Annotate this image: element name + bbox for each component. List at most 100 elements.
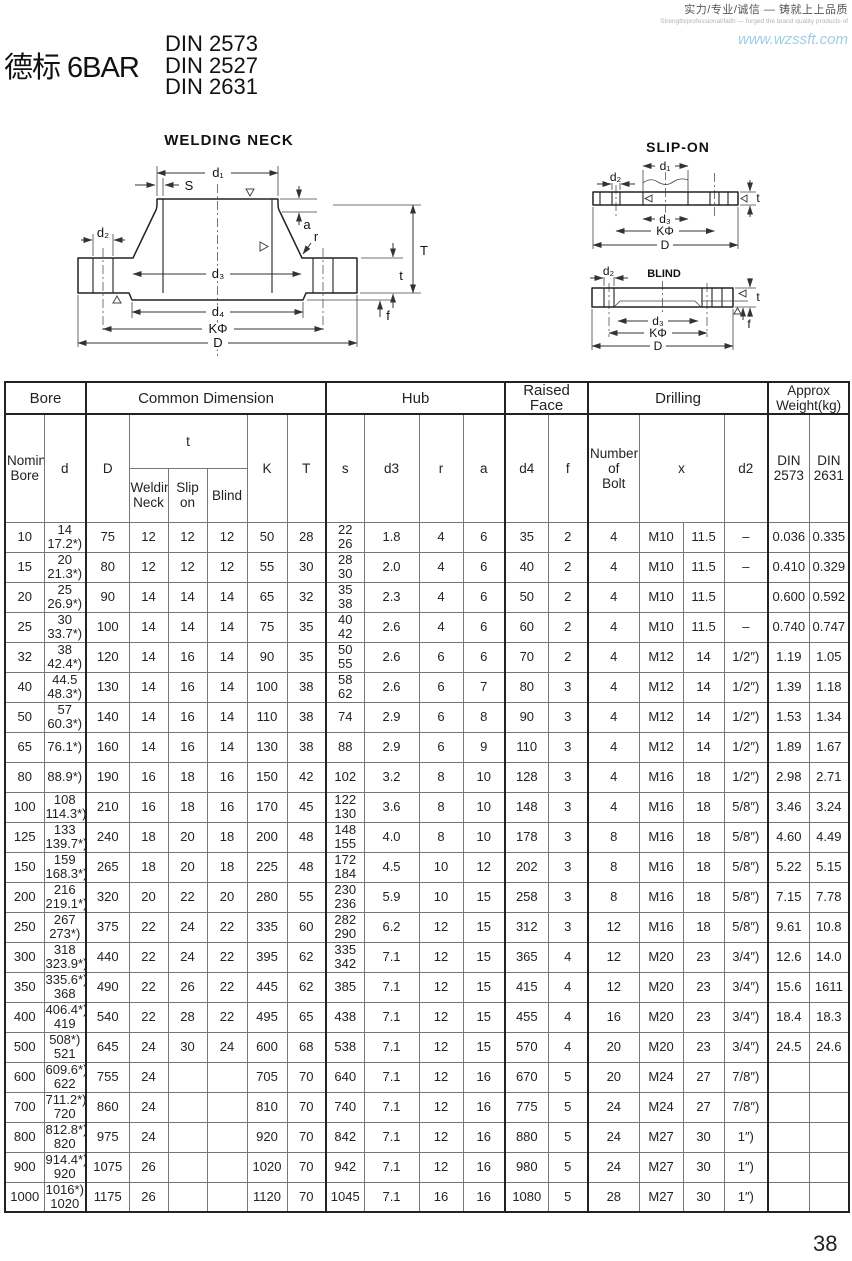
table-cell: 8 [587, 851, 640, 883]
table-cell [206, 1091, 248, 1123]
col-t-blind: Blind [206, 467, 248, 523]
table-cell: 6 [462, 581, 506, 613]
group-raised-face: Raised Face [504, 381, 589, 415]
spec-table: Bore Common Dimension Hub Raised Face Dr… [4, 381, 851, 1213]
table-cell: 16 [128, 791, 169, 823]
table-cell: 120 [85, 641, 130, 673]
table-cell: 18.3 [808, 1001, 850, 1033]
table-cell: 16 [128, 761, 169, 793]
table-cell: M10 [638, 551, 684, 583]
table-cell: 30 [682, 1121, 725, 1153]
slogan-cn: 实力/专业/诚信 — 铸就上上品质 [684, 4, 848, 16]
table-cell: M16 [638, 761, 684, 793]
table-cell: 14 17.2*) [43, 521, 87, 553]
table-cell: 130 [246, 731, 288, 763]
group-common-dimension: Common Dimension [84, 381, 327, 415]
table-cell: 4.5 [363, 851, 420, 883]
table-cell: 4 [587, 791, 640, 823]
table-cell: 70 [286, 1061, 327, 1093]
col-K: K [246, 413, 288, 523]
table-cell: 12 [206, 521, 248, 553]
table-cell: 20 [587, 1061, 640, 1093]
table-cell: 1016*) 1020 [43, 1181, 87, 1213]
table-cell: 0.747 [808, 611, 850, 643]
table-cell: 70 [504, 641, 549, 673]
table-cell: 7 [462, 671, 506, 703]
table-cell: 490 [85, 971, 130, 1003]
table-cell: 148 [504, 791, 549, 823]
table-cell: 8 [418, 761, 464, 793]
wn-d2-label: d₂ [97, 225, 109, 240]
table-cell: 14 [206, 641, 248, 673]
table-cell: 23 [682, 1031, 725, 1063]
table-cell [767, 1151, 810, 1183]
table-cell: 2 [547, 521, 589, 553]
table-cell: M27 [638, 1181, 684, 1213]
table-cell: 88.9*) [43, 761, 87, 793]
table-cell: 40 [4, 671, 45, 703]
table-cell: 22 [167, 881, 208, 913]
table-cell: – [723, 551, 769, 583]
group-header-row: Bore Common Dimension Hub Raised Face Dr… [4, 381, 850, 415]
table-cell: 810 [246, 1091, 288, 1123]
table-cell: 16 [462, 1151, 506, 1183]
table-cell: 22 [128, 941, 169, 973]
table-cell: M16 [638, 791, 684, 823]
table-cell: 148 155 [325, 821, 365, 853]
table-cell: M24 [638, 1061, 684, 1093]
table-cell [167, 1061, 208, 1093]
table-cell: 14 [167, 581, 208, 613]
table-cell: 70 [286, 1151, 327, 1183]
table-cell: 335.6*) 368 [43, 971, 87, 1003]
table-cell: M20 [638, 1031, 684, 1063]
so-D-label: D [661, 238, 670, 252]
welding-neck-diagram: WELDING NECK d₁ S d₂ d₃ [77, 132, 428, 356]
table-row: 200 216 219.1*) 320 20 22 20 280 55 230 236 5.9 10… [4, 881, 850, 913]
table-cell: 32 [286, 581, 327, 613]
table-cell: 4.0 [363, 821, 420, 853]
bl-f-label: f [747, 317, 751, 331]
table-cell: 16 [206, 761, 248, 793]
so-d1-label: d₁ [660, 159, 671, 173]
table-cell: 1611 [808, 971, 850, 1003]
group-drilling: Drilling [587, 381, 769, 415]
table-cell: 312 [504, 911, 549, 943]
group-approx-weight: Approx Weight(kg) [767, 381, 850, 415]
table-cell: 900 [4, 1151, 45, 1183]
so-k-label: KΦ [656, 224, 674, 238]
table-cell: 8 [462, 701, 506, 733]
table-cell: 0.600 [767, 581, 810, 613]
wn-d4-label: d₄ [212, 304, 225, 319]
table-cell: M10 [638, 611, 684, 643]
table-cell: 140 [85, 701, 130, 733]
table-cell: 4 [547, 941, 589, 973]
col-a: a [462, 413, 506, 523]
table-cell: 1/2″) [723, 701, 769, 733]
table-cell: 24 [128, 1061, 169, 1093]
table-cell [767, 1061, 810, 1093]
table-cell: 15.6 [767, 971, 810, 1003]
col-din-2573: DIN 2573 [767, 413, 810, 523]
table-cell: 38 [286, 671, 327, 703]
table-cell: 8 [587, 881, 640, 913]
table-cell: 570 [504, 1031, 549, 1063]
table-cell: 30 [286, 551, 327, 583]
table-cell: 6 [418, 701, 464, 733]
table-cell: 2 [547, 611, 589, 643]
table-cell: 1.18 [808, 671, 850, 703]
table-cell: 150 [246, 761, 288, 793]
table-cell: 48 [286, 851, 327, 883]
page-title: 德标 6BAR [4, 52, 140, 84]
website-link[interactable]: www.wzssft.com [737, 31, 848, 48]
bl-d2-label: d₂ [603, 264, 615, 278]
table-cell: 0.592 [808, 581, 850, 613]
table-cell: 74 [325, 701, 365, 733]
table-cell: 65 [286, 1001, 327, 1033]
table-cell: 12 [128, 551, 169, 583]
table-cell: 415 [504, 971, 549, 1003]
table-cell: 14 [128, 731, 169, 763]
table-cell: 230 236 [325, 881, 365, 913]
table-cell: 5 [547, 1091, 589, 1123]
table-cell: 12 [587, 911, 640, 943]
table-cell: 12 [418, 971, 464, 1003]
